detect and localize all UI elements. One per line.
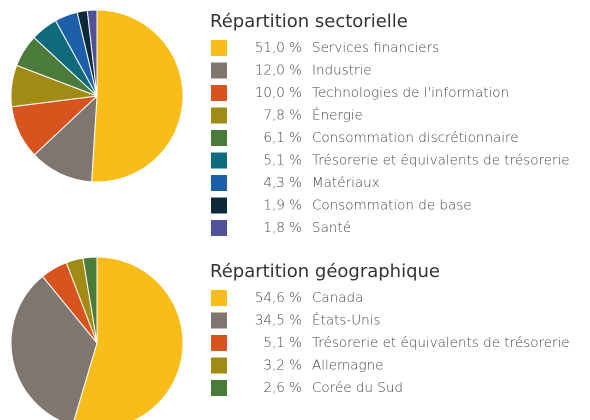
legend-label: Trésorerie et équivalents de trésorerie [312, 153, 570, 169]
legend-value: 1,9 % [263, 198, 302, 214]
legend-label: États-Unis [312, 312, 381, 329]
legend-swatch [211, 357, 227, 374]
legend-value: 34,5 % [255, 313, 302, 329]
legend-swatch [211, 335, 227, 351]
legend-label: Santé [312, 220, 351, 236]
pie-slice [10, 275, 98, 420]
chart-title: Répartition géographique [210, 261, 440, 282]
legend-label: Corée du Sud [312, 380, 403, 396]
legend-value: 51,0 % [255, 40, 302, 56]
legend-swatch [211, 312, 227, 329]
legend-swatch [211, 40, 227, 56]
legend-value: 5,1 % [263, 335, 302, 351]
pie-slice [91, 9, 184, 183]
legend-label: Allemagne [312, 358, 383, 374]
legend-label: Canada [312, 290, 363, 306]
legend-value: 1,8 % [263, 220, 302, 236]
legend-label: Technologies de l'information [312, 85, 509, 101]
legend-value: 10,0 % [255, 85, 302, 101]
legend-label: Services financiers [312, 40, 439, 56]
legend-swatch [211, 130, 227, 146]
legend-swatch [211, 152, 227, 169]
legend-swatch [211, 175, 227, 191]
legend-swatch [211, 380, 227, 396]
legend-value: 3,2 % [263, 358, 302, 374]
pie-slice [82, 256, 98, 344]
legend-value: 5,1 % [263, 153, 302, 169]
legend-swatch [211, 220, 227, 236]
chart-title: Répartition sectorielle [210, 11, 408, 32]
legend-label: Trésorerie et équivalents de trésorerie [312, 335, 570, 351]
legend-value: 12,0 % [255, 63, 302, 79]
legend-swatch [211, 107, 227, 124]
pie-slice [33, 94, 98, 183]
legend-value: 6,1 % [263, 130, 302, 146]
legend-label: Consommation discrétionnaire [312, 130, 519, 146]
legend-swatch [211, 62, 227, 79]
legend-value: 54,6 % [255, 290, 302, 306]
legend-label: Matériaux [312, 175, 380, 191]
legend-value: 7,8 % [263, 108, 302, 124]
legend-swatch [211, 197, 227, 214]
legend-label: Industrie [312, 63, 372, 79]
legend-label: Consommation de base [312, 198, 472, 214]
legend-label: Énergie [312, 107, 363, 124]
legend-value: 2,6 % [263, 380, 302, 396]
legend-value: 4,3 % [263, 175, 302, 191]
legend-swatch [211, 85, 227, 101]
pie-slice [73, 256, 184, 420]
legend-swatch [211, 290, 227, 306]
pie-slice [86, 9, 98, 97]
